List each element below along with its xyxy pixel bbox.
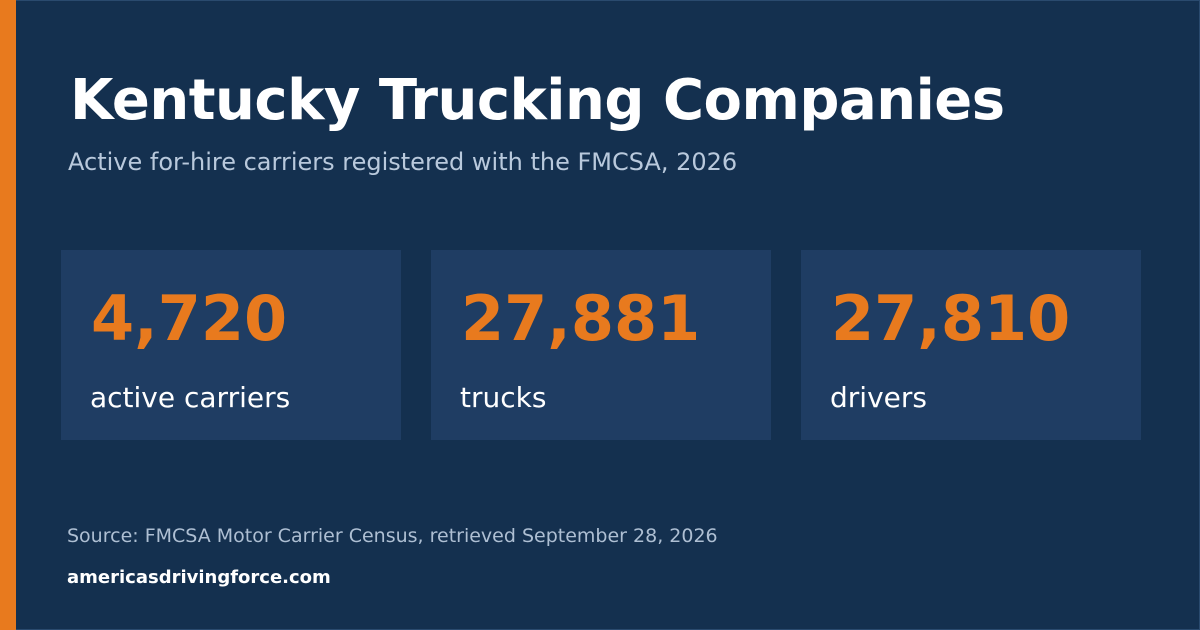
site-url: americasdrivingforce.com xyxy=(67,567,331,588)
stat-value: 4,720 xyxy=(91,282,288,355)
page-subtitle: Active for-hire carriers registered with… xyxy=(68,148,738,176)
source-note: Source: FMCSA Motor Carrier Census, retr… xyxy=(67,525,718,547)
stat-card-trucks: 27,881 trucks xyxy=(431,250,771,440)
stat-value: 27,881 xyxy=(461,282,701,355)
accent-bar xyxy=(0,0,16,630)
stat-card-carriers: 4,720 active carriers xyxy=(61,250,401,440)
stat-label: trucks xyxy=(460,381,547,414)
stat-value: 27,810 xyxy=(831,282,1071,355)
page-title: Kentucky Trucking Companies xyxy=(70,68,1005,133)
stat-label: drivers xyxy=(830,381,927,414)
stat-label: active carriers xyxy=(90,381,291,414)
stat-card-drivers: 27,810 drivers xyxy=(801,250,1141,440)
